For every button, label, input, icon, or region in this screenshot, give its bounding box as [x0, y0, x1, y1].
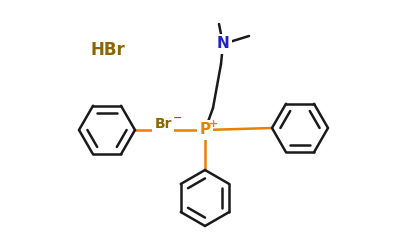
Text: HBr: HBr: [91, 41, 125, 59]
Text: −: −: [173, 113, 183, 123]
Text: Br: Br: [154, 117, 172, 131]
Text: +: +: [209, 119, 219, 129]
Text: N: N: [217, 36, 229, 52]
Text: P: P: [200, 123, 210, 137]
